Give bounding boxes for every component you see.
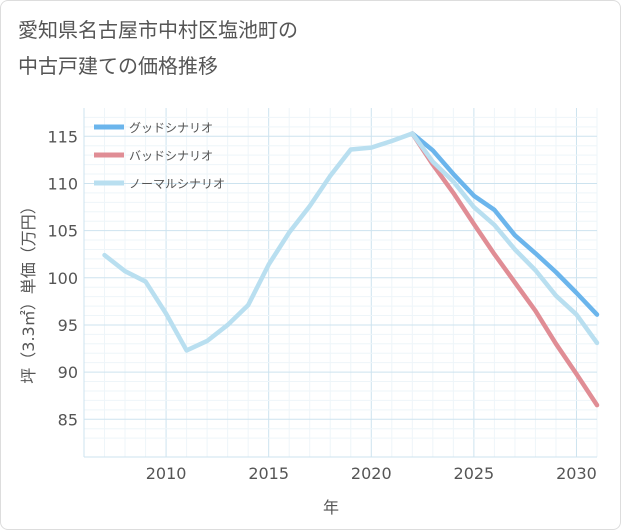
y-tick-label: 110 [47, 174, 78, 193]
x-tick-label: 2020 [351, 464, 392, 483]
y-tick-labels: 85 90 95 100 105 110 115 [47, 127, 78, 429]
grid-lines [83, 108, 598, 458]
x-axis-label: 年 [323, 498, 339, 517]
series-line [410, 131, 600, 408]
y-axis-label: 坪（3.3㎡）単価（万円） [19, 198, 38, 383]
chart-title-line-2: 中古戸建ての価格推移 [18, 54, 218, 78]
y-tick-label: 115 [47, 127, 78, 146]
y-tick-label: 95 [58, 316, 78, 335]
legend-label: グッドシナリオ [129, 121, 213, 135]
series-lines [102, 131, 600, 408]
y-tick-label: 90 [58, 363, 78, 382]
chart-title: 愛知県名古屋市中村区塩池町の 中古戸建ての価格推移 [18, 12, 418, 84]
x-tick-labels: 2010 2015 2020 2025 2030 [146, 464, 597, 483]
x-tick-label: 2010 [146, 464, 187, 483]
y-tick-label: 100 [47, 269, 78, 288]
y-tick-label: 85 [58, 410, 78, 429]
x-tick-label: 2030 [556, 464, 597, 483]
x-tick-label: 2015 [248, 464, 289, 483]
legend-label: ノーマルシナリオ [129, 177, 225, 191]
series-line [102, 131, 600, 353]
chart-title-line-1: 愛知県名古屋市中村区塩池町の [18, 18, 298, 42]
y-tick-label: 105 [47, 222, 78, 241]
legend-label: バッドシナリオ [129, 149, 213, 163]
series-line [410, 131, 600, 317]
x-tick-label: 2025 [454, 464, 495, 483]
